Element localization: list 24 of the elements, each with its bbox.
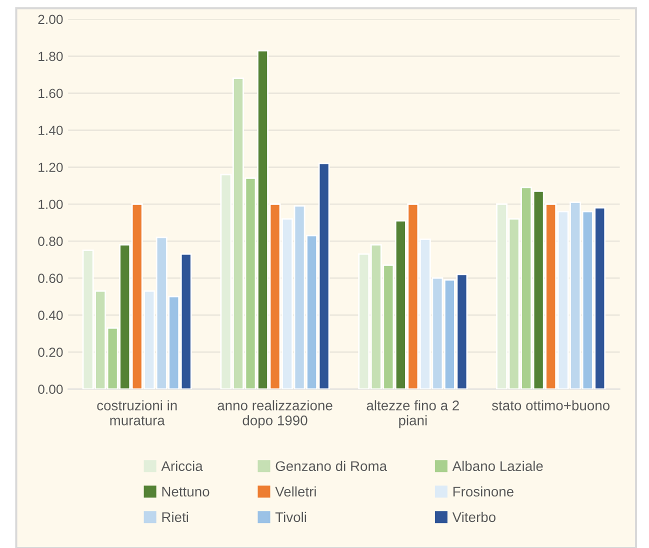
y-tick-label: 1.20 — [38, 162, 63, 172]
x-tick-label: altezze fino a 2 piani — [366, 400, 459, 428]
legend-label: Ariccia — [161, 460, 203, 472]
y-tick-label: 0.20 — [38, 348, 63, 357]
x-tick-label: anno realizzazione dopo 1990 — [218, 400, 332, 428]
legend-label: Rieti — [162, 512, 188, 522]
legend-label: Nettuno — [162, 486, 210, 497]
x-tick-label: stato ottimo+buono — [492, 400, 610, 410]
x-tick-label: costruzioni in muratura — [97, 400, 177, 426]
y-tick-label: 1.80 — [38, 52, 63, 62]
y-tick-label: 0.40 — [38, 310, 63, 320]
legend-label: Tivoli — [275, 512, 306, 522]
legend-label: Frosinone — [453, 486, 514, 497]
legend-label: Viterbo — [452, 512, 496, 522]
y-tick-label: 0.80 — [38, 236, 63, 246]
y-tick-label: 0.00 — [38, 384, 63, 394]
legend-label: Albano Laziale — [452, 460, 543, 472]
legend-label: Genzano di Roma — [276, 460, 388, 472]
legend-label: Velletri — [275, 486, 316, 497]
y-tick-label: 1.00 — [38, 200, 63, 210]
y-tick-label: 0.60 — [38, 274, 63, 284]
y-tick-label: 1.60 — [38, 88, 63, 98]
y-tick-label: 1.40 — [38, 126, 63, 136]
y-tick-label: 2.00 — [38, 14, 63, 24]
